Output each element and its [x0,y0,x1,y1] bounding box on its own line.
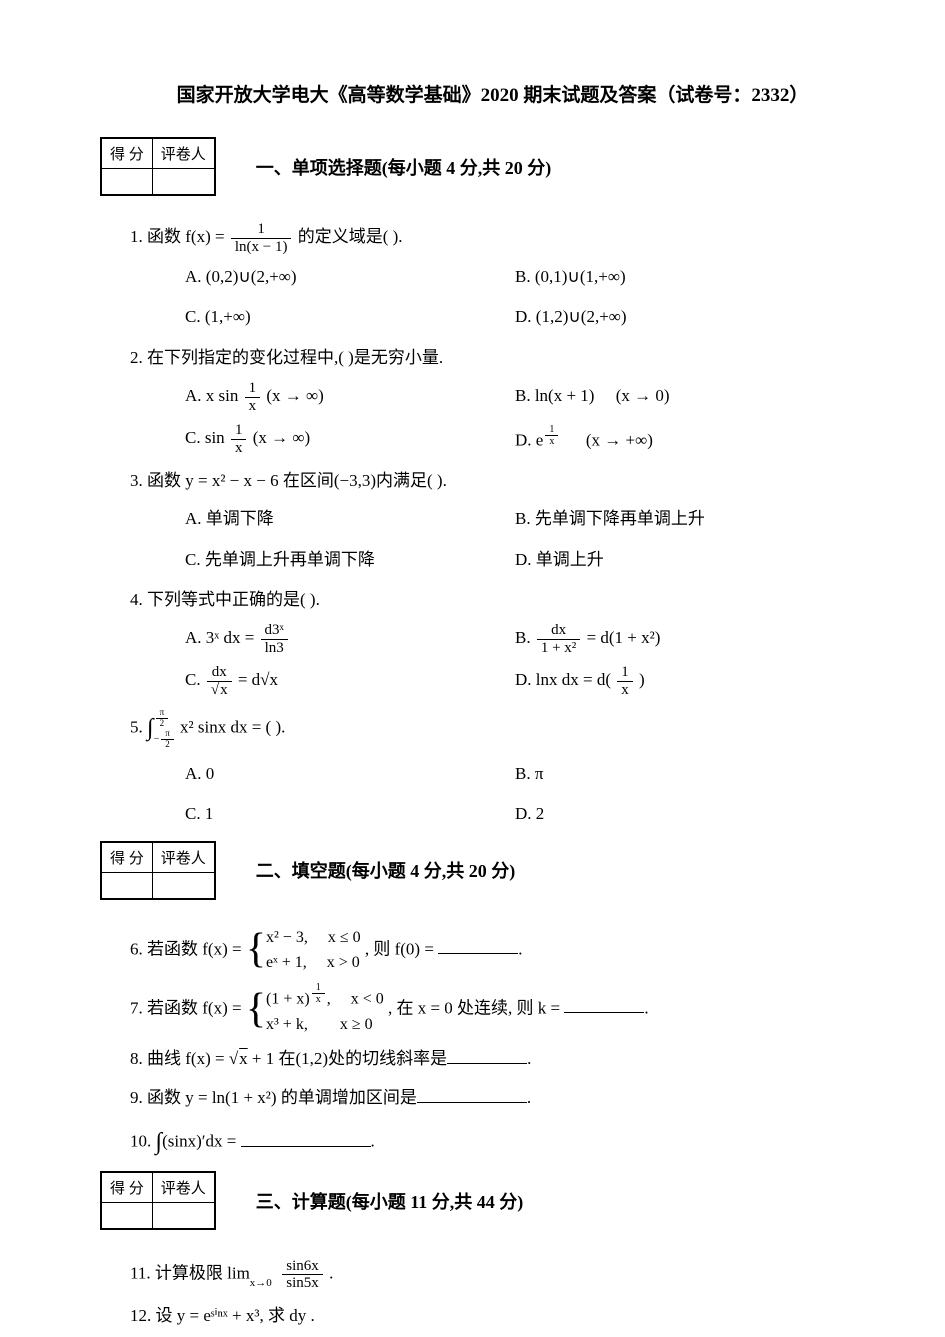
q2-opts-2: C. sin 1x (x → ∞) D. e1x (x → +∞) [185,422,845,457]
q3-a: A. 单调下降 [185,503,515,535]
q4-a: A. 3ˣ dx = d3ˣln3 [185,622,515,656]
q5-b: B. π [515,758,845,790]
page-title: 国家开放大学电大《高等数学基础》2020 期末试题及答案（试卷号：2332） [140,80,845,107]
q5-c: C. 1 [185,798,515,830]
q1-opts-1: A. (0,2)∪(2,+∞) B. (0,1)∪(1,+∞) [185,261,845,293]
q5-d: D. 2 [515,798,845,830]
q3-d: D. 单调上升 [515,544,845,576]
q2-c: C. sin 1x (x → ∞) [185,422,515,457]
q3-b: B. 先单调下降再单调上升 [515,503,845,535]
q4-b: B. dx1 + x² = d(1 + x²) [515,622,845,656]
q3-c: C. 先单调上升再单调下降 [185,544,515,576]
blank-input [241,1130,371,1147]
q10: 10. ∫(sinx)′dx = . [130,1120,845,1166]
q2-b: B. ln(x + 1) (x → 0) [515,380,845,414]
q9: 9. 函数 y = ln(1 + x²) 的单调增加区间是. [130,1082,845,1114]
integral-icon: ∫ [147,715,154,741]
q5-opts-2: C. 1 D. 2 [185,798,845,830]
q12: 12. 设 y = eˢⁱⁿˣ + x³, 求 dy . [130,1300,845,1332]
section-1-content: 1. 函数 f(x) = 1ln(x − 1) 的定义域是( ). A. (0,… [130,221,845,831]
blank-input [564,996,644,1013]
q4-opts-2: C. dx√x = d√x D. lnx dx = d( 1x ) [185,664,845,698]
section-1-header: 得 分评卷人 一、单项选择题(每小题 4 分,共 20 分) [100,137,845,196]
q4-c: C. dx√x = d√x [185,664,515,698]
q3-opts-2: C. 先单调上升再单调下降 D. 单调上升 [185,544,845,576]
section-2-header: 得 分评卷人 二、填空题(每小题 4 分,共 20 分) [100,841,845,900]
brace-icon: { [246,933,266,967]
q7: 7. 若函数 f(x) = { (1 + x)1x, x < 0 x³ + k,… [130,982,845,1038]
grader-cell [152,169,214,195]
q1-b: B. (0,1)∪(1,+∞) [515,261,845,293]
blank-input [438,937,518,954]
q11: 11. 计算极限 limx→0 sin6xsin5x . [130,1255,845,1294]
score-box-3: 得 分评卷人 [100,1171,216,1230]
score-cell [102,169,153,195]
score-box-1: 得 分评卷人 [100,137,216,196]
q6: 6. 若函数 f(x) = {x² − 3, x ≤ 0eˣ + 1, x > … [130,925,845,976]
blank-input [447,1047,527,1064]
section-2-content: 6. 若函数 f(x) = {x² − 3, x ≤ 0eˣ + 1, x > … [130,925,845,1166]
q1-stem-a: 1. 函数 f(x) = [130,227,229,246]
q3-stem: 3. 函数 y = x² − x − 6 在区间(−3,3)内满足( ). [130,465,845,497]
q5-a: A. 0 [185,758,515,790]
score-box-2: 得 分评卷人 [100,841,216,900]
q5: 5. ∫π2−π2 x² sinx dx = ( ). [130,706,845,752]
q8: 8. 曲线 f(x) = √x + 1 在(1,2)处的切线斜率是. [130,1043,845,1075]
q5-opts-1: A. 0 B. π [185,758,845,790]
blank-input [417,1086,527,1103]
section-1-title: 一、单项选择题(每小题 4 分,共 20 分) [256,154,552,180]
brace-icon: { [246,993,266,1027]
q2-opts-1: A. x sin 1x (x → ∞) B. ln(x + 1) (x → 0) [185,380,845,414]
section-2-title: 二、填空题(每小题 4 分,共 20 分) [256,857,516,883]
q2-a: A. x sin 1x (x → ∞) [185,380,515,414]
q4-stem: 4. 下列等式中正确的是( ). [130,584,845,616]
q3-opts-1: A. 单调下降 B. 先单调下降再单调上升 [185,503,845,535]
q1-frac: 1ln(x − 1) [231,221,292,255]
score-label: 得 分 [102,139,153,169]
q1-stem-b: 的定义域是( ). [298,227,403,246]
grader-label: 评卷人 [152,139,214,169]
section-3-header: 得 分评卷人 三、计算题(每小题 11 分,共 44 分) [100,1171,845,1230]
q1: 1. 函数 f(x) = 1ln(x − 1) 的定义域是( ). [130,221,845,255]
q4-opts-1: A. 3ˣ dx = d3ˣln3 B. dx1 + x² = d(1 + x²… [185,622,845,656]
q1-a: A. (0,2)∪(2,+∞) [185,261,515,293]
q2-d: D. e1x (x → +∞) [515,422,845,457]
q1-opts-2: C. (1,+∞) D. (1,2)∪(2,+∞) [185,301,845,333]
q1-d: D. (1,2)∪(2,+∞) [515,301,845,333]
q4-d: D. lnx dx = d( 1x ) [515,664,845,698]
q1-c: C. (1,+∞) [185,301,515,333]
section-3-title: 三、计算题(每小题 11 分,共 44 分) [256,1188,524,1214]
q2-stem: 2. 在下列指定的变化过程中,( )是无穷小量. [130,342,845,374]
section-3-content: 11. 计算极限 limx→0 sin6xsin5x . 12. 设 y = e… [130,1255,845,1332]
